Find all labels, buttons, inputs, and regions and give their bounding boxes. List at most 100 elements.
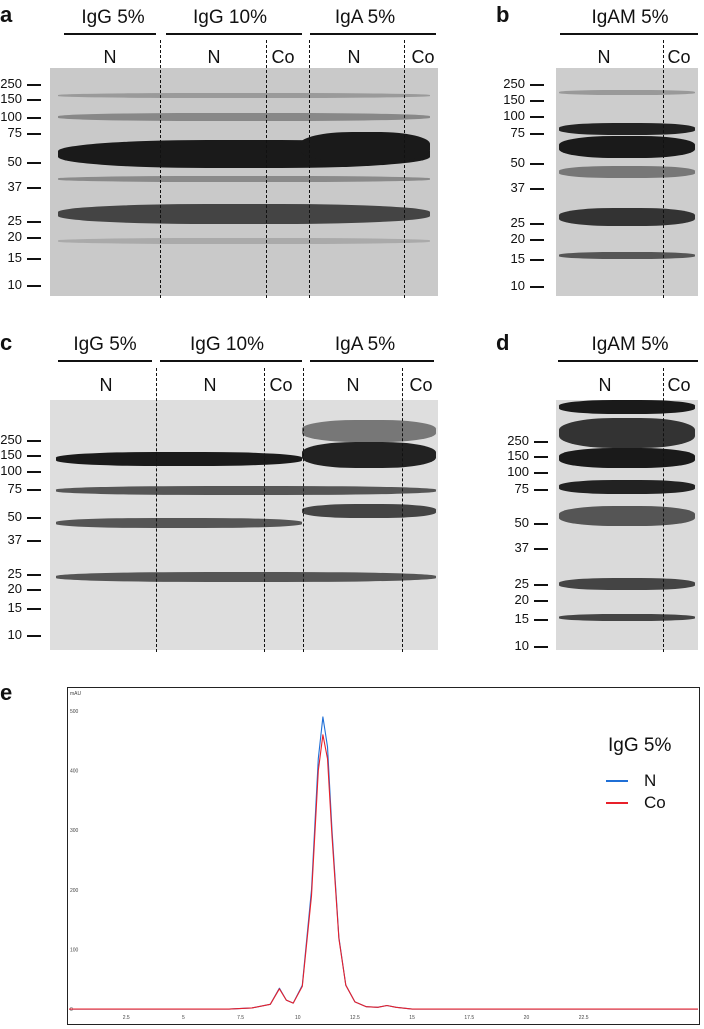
x-tick-label: 20 [524,1015,530,1021]
mw-tick [534,584,548,586]
mw-tick [27,455,41,457]
group-label-igg10-a: IgG 10% [193,7,267,28]
mw-marker: 10 [514,638,529,653]
mw-marker: 25 [7,213,22,228]
x-tick-label: 17.5 [464,1015,474,1021]
gel-band [56,452,302,466]
legend-label-co: Co [644,793,666,812]
mw-marker: 20 [510,231,525,246]
lane-label-n: N [598,375,612,395]
gel-band [300,132,430,162]
gel-band [559,578,695,590]
gel-band [302,442,436,468]
mw-marker: 75 [7,125,22,140]
gel-band [559,480,695,494]
gel-band [302,420,436,442]
mw-marker: 50 [7,154,22,169]
mw-tick [27,440,41,442]
lane-divider [402,368,403,652]
mw-marker: 15 [7,250,22,265]
mw-marker: 100 [0,109,22,124]
mw-tick [27,221,41,223]
group-underline [160,360,302,362]
y-tick-label: 500 [70,709,79,715]
gel-band [58,113,430,121]
mw-tick [27,635,41,637]
mw-marker: 75 [514,481,529,496]
mw-marker: 250 [0,432,22,447]
mw-marker: 25 [510,215,525,230]
lane-label-co: Co [667,375,691,395]
lane-divider [309,40,310,298]
mw-marker: 50 [7,509,22,524]
mw-marker: 150 [503,92,525,107]
mw-tick [530,84,544,86]
gel-band [58,176,430,182]
mw-marker: 10 [7,627,22,642]
mw-marker: 150 [0,447,22,462]
group-label-iga5-a: IgA 5% [334,7,396,28]
group-underline [310,360,434,362]
group-underline [166,33,302,35]
mw-tick [27,99,41,101]
lane-label-co: Co [409,375,433,395]
y-tick-label: 400 [70,769,79,775]
gel-band [559,400,695,414]
x-tick-label: 22.5 [579,1015,589,1021]
mw-tick [530,286,544,288]
x-tick-label: 5 [182,1015,185,1021]
lane-label-co: Co [271,47,295,67]
gel-band [559,136,695,158]
mw-marker: 37 [510,180,525,195]
gel-band [559,166,695,178]
group-underline [560,33,698,35]
legend-label-n: N [644,771,657,790]
mw-tick [27,133,41,135]
mw-marker: 25 [514,576,529,591]
mw-marker: 37 [7,532,22,547]
y-tick-label: 100 [70,947,79,953]
gel-band [58,238,430,244]
series-line-co [69,734,698,1010]
mw-marker: 37 [7,179,22,194]
gel-band [559,123,695,135]
mw-tick [27,608,41,610]
gel-band [302,504,436,518]
mw-marker: 15 [510,251,525,266]
x-tick-label: 10 [295,1015,301,1021]
mw-marker: 100 [507,464,529,479]
lane-divider [264,368,265,652]
mw-tick [27,589,41,591]
mw-tick [27,258,41,260]
gel-band [559,208,695,226]
gel-band [559,418,695,448]
lane-divider [663,40,664,298]
mw-tick [534,619,548,621]
mw-marker: 250 [0,76,22,91]
mw-tick [530,188,544,190]
gel-image-d [556,400,698,650]
lane-label-n: N [597,47,611,67]
lane-divider [404,40,405,298]
lane-divider [160,40,161,298]
lane-label-co: Co [269,375,293,395]
lane-divider [156,368,157,652]
gel-band [559,506,695,526]
panel-label-b: b [496,2,510,27]
mw-marker: 150 [0,91,22,106]
panel-label-d: d [496,330,510,355]
mw-tick [534,441,548,443]
mw-marker: 20 [7,581,22,596]
lane-label-n: N [203,375,217,395]
mw-tick [530,100,544,102]
gel-band [559,90,695,95]
legend-swatch-n [606,780,628,782]
panel-label-c: c [0,330,13,355]
mw-tick [534,600,548,602]
mw-tick [534,548,548,550]
lane-label-n: N [99,375,113,395]
mw-marker: 75 [7,481,22,496]
group-label-iga5-c: IgA 5% [334,334,396,355]
gel-band [56,486,436,495]
mw-tick [27,471,41,473]
